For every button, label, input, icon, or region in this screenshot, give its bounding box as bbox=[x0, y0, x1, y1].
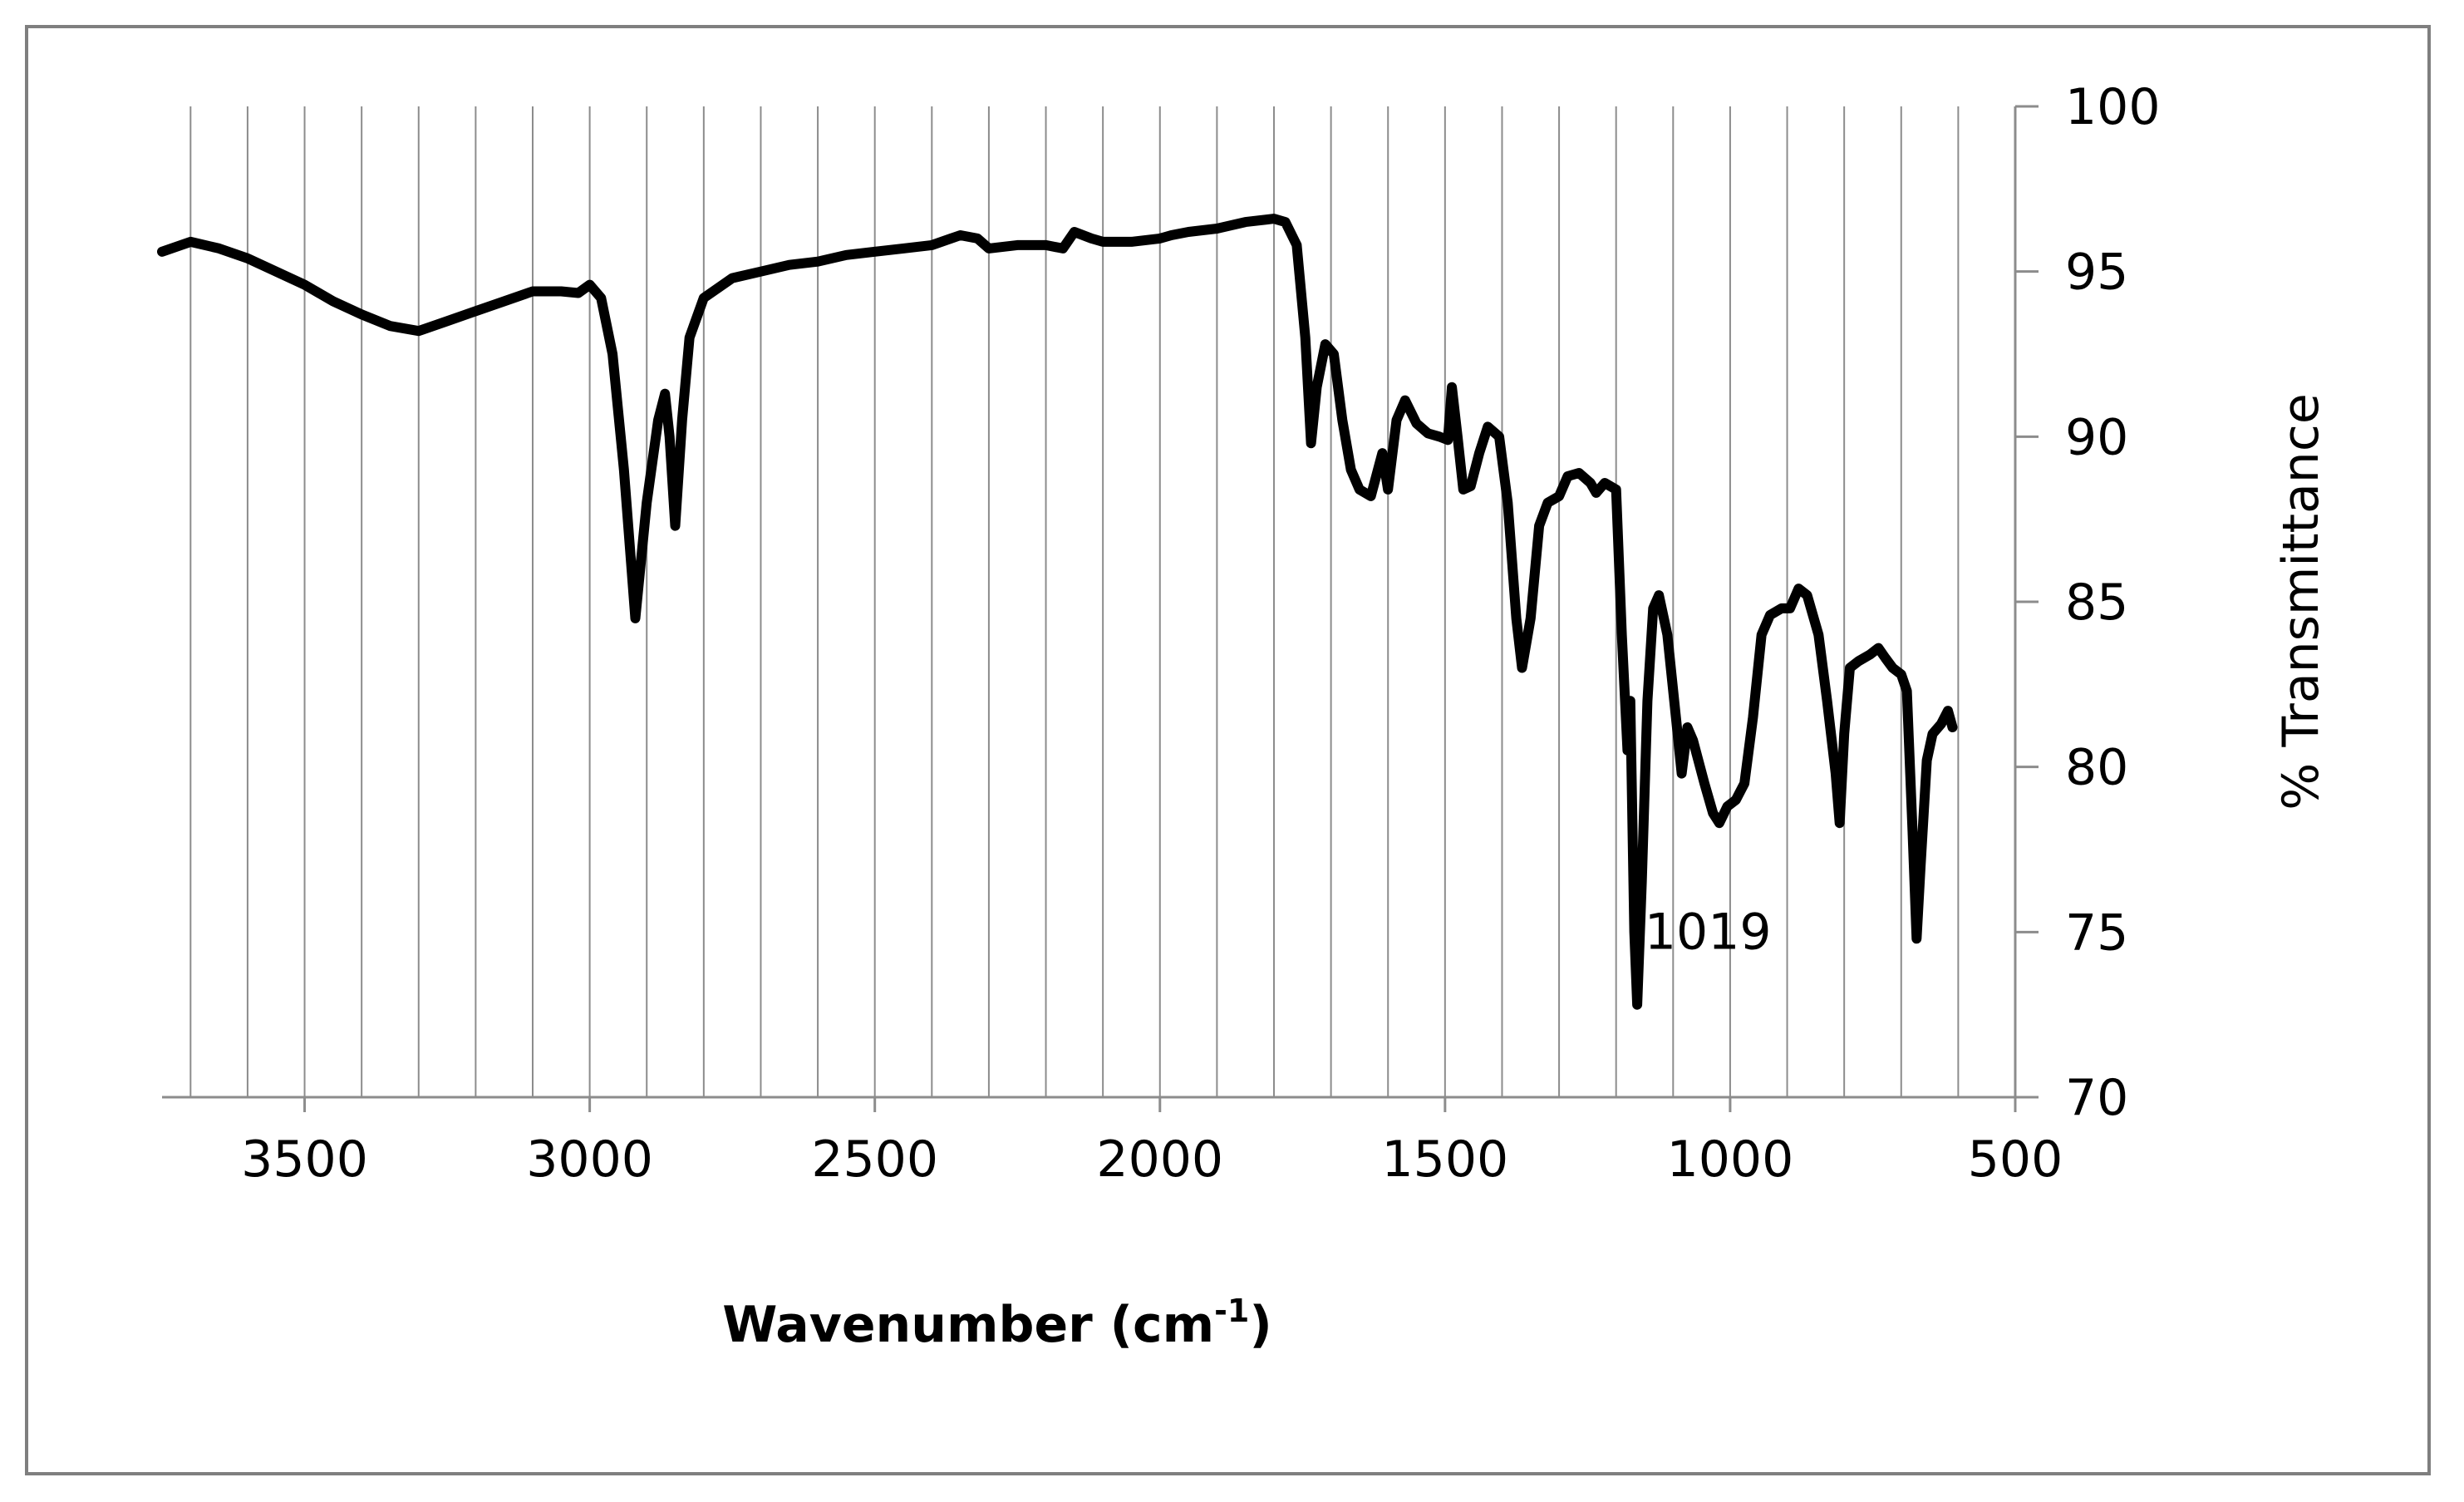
peak-annotation: 1019 bbox=[1645, 903, 1772, 961]
x-tick-label: 3000 bbox=[526, 1130, 653, 1189]
y-axis-title: % Transmittance bbox=[2272, 393, 2330, 810]
ir-spectrum-chart: 3500 3000 2500 2000 1500 1000 500 70 75 80 85 90 95… bbox=[157, 78, 2330, 1354]
x-tick-label: 2000 bbox=[1096, 1130, 1223, 1189]
axes bbox=[162, 105, 2039, 1112]
y-axis-tick-labels: 70 75 80 85 90 95 100 bbox=[2065, 78, 2161, 1127]
x-tick-label: 2500 bbox=[811, 1130, 938, 1189]
chart-frame: 3500 3000 2500 2000 1500 1000 500 70 75 80 85 90 95… bbox=[25, 25, 2431, 1475]
spectrum-line bbox=[157, 214, 1958, 1010]
y-tick-label: 100 bbox=[2065, 78, 2161, 136]
x-tick-label: 3500 bbox=[241, 1130, 368, 1189]
y-tick-label: 95 bbox=[2065, 244, 2128, 302]
x-axis-title: Wavenumber (cm-1) bbox=[722, 1293, 1272, 1354]
x-axis-tick-labels: 3500 3000 2500 2000 1500 1000 500 bbox=[241, 1130, 2063, 1189]
y-tick-label: 70 bbox=[2065, 1069, 2128, 1127]
y-tick-label: 85 bbox=[2065, 574, 2128, 632]
y-tick-label: 90 bbox=[2065, 408, 2128, 466]
x-tick-label: 500 bbox=[1968, 1130, 2063, 1189]
x-tick-label: 1000 bbox=[1667, 1130, 1794, 1189]
y-tick-label: 75 bbox=[2065, 904, 2128, 962]
vertical-gridlines bbox=[189, 106, 1960, 1097]
x-tick-label: 1500 bbox=[1381, 1130, 1508, 1189]
y-tick-label: 80 bbox=[2065, 739, 2128, 797]
